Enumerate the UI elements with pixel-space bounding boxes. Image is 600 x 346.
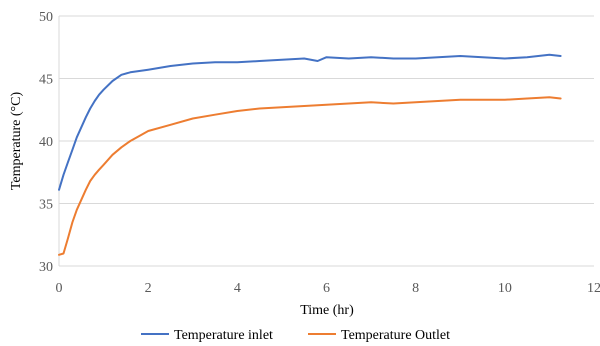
x-axis-title: Time (hr): [300, 303, 354, 318]
legend: Temperature inlet Temperature Outlet: [141, 328, 450, 343]
y-tick-labels: 30 35 40 45 50: [39, 10, 53, 275]
x-tick-label: 8: [412, 281, 419, 296]
legend-label: Temperature Outlet: [341, 328, 450, 343]
x-tick-label: 2: [145, 281, 152, 296]
y-axis-title: Temperature (°C): [9, 92, 24, 191]
x-tick-label: 4: [234, 281, 241, 296]
y-tick-label: 45: [39, 73, 53, 88]
x-tick-label: 10: [498, 281, 512, 296]
y-tick-label: 40: [39, 135, 53, 150]
y-tick-label: 35: [39, 198, 53, 213]
x-tick-labels: 0 2 4 6 8 10 12: [56, 281, 600, 296]
y-tick-label: 50: [39, 10, 53, 25]
series-line-outlet: [58, 96, 562, 256]
y-tick-label: 30: [39, 260, 53, 275]
gridlines: [58, 15, 594, 267]
series-line-inlet: [58, 53, 562, 191]
x-tick-label: 12: [587, 281, 600, 296]
x-tick-label: 0: [56, 281, 63, 296]
legend-label: Temperature inlet: [174, 328, 273, 343]
x-tick-label: 6: [323, 281, 330, 296]
series-lines: [58, 53, 562, 256]
